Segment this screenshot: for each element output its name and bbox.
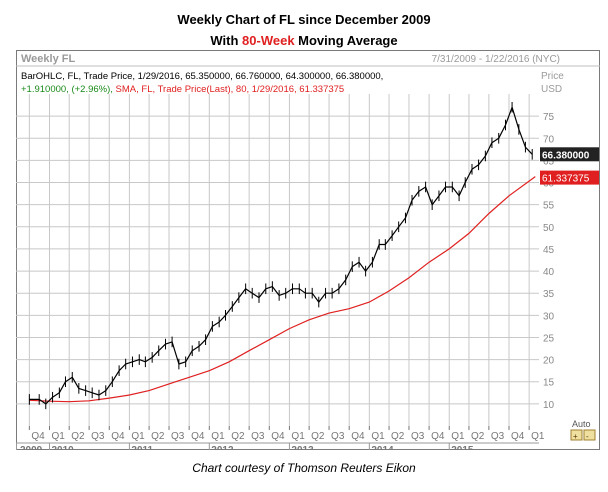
chart-caption: Chart courtesy of Thomson Reuters Eikon [192,461,416,475]
x-tick-label: Q1 [131,431,145,442]
zoom-icon[interactable]: + [570,429,583,441]
y-tick-label: 15 [543,378,555,389]
legend-sma: SMA, FL, Trade Price(Last), 80, 1/29/201… [116,84,345,95]
x-tick-label: Q4 [511,431,525,442]
last-sma-tag [540,170,599,185]
x-tick-label: Q3 [411,431,425,442]
x-tick-label: Q4 [191,431,205,442]
y-axis-unit-label: USD [541,84,562,95]
y-tick-label: 35 [543,289,555,300]
sma-line [29,176,536,403]
legend-price: BarOHLC, FL, Trade Price, 1/29/2016, 65.… [21,71,383,82]
x-tick-label: Q4 [271,431,285,442]
year-label: 2013 [291,445,314,450]
x-tick-label: Q2 [471,431,485,442]
x-tick-label: Q2 [311,431,325,442]
x-tick-label: Q2 [231,431,245,442]
x-tick-label: Q1 [51,431,65,442]
last-sma-value: 61.337375 [542,174,590,185]
last-price-tag [540,147,599,162]
panel-date-range: 7/31/2009 - 1/22/2016 (NYC) [432,54,560,65]
y-tick-label: 75 [543,112,555,123]
x-tick-label: Q2 [391,431,405,442]
subtitle-suffix: Moving Average [294,33,398,48]
y-tick-label: 25 [543,333,555,344]
y-tick-label: 40 [543,267,555,278]
y-tick-label: 30 [543,311,555,322]
y-tick-label: 50 [543,223,555,234]
x-tick-label: Q3 [331,431,345,442]
year-label: 2015 [451,445,474,450]
year-label: 2010 [51,445,74,450]
y-tick-label: 65 [543,156,555,167]
year-label: 2012 [211,445,234,450]
svg-text:+: + [573,432,578,441]
grid [16,94,539,426]
chart-title: Weekly Chart of FL since December 2009 [177,12,431,27]
reset-zoom-icon[interactable]: - [583,429,596,441]
y-axis-ticks: 1015202530354045505560657075 [543,112,555,411]
chart-panel: Weekly FL 7/31/2009 - 1/22/2016 (NYC) Ba… [16,50,600,456]
chart-frame [16,50,600,450]
x-tick-label: Q4 [431,431,445,442]
chart-subtitle: With 80-Week Moving Average [0,33,608,48]
legend-line2: +1.910000, (+2.96%), SMA, FL, Trade Pric… [21,84,344,95]
x-tick-label: Q1 [371,431,385,442]
x-tick-label: Q3 [171,431,185,442]
year-label: 2009 [20,445,43,450]
svg-text:-: - [586,432,589,441]
legend-change: +1.910000, (+2.96%), [21,84,116,95]
x-tick-label: Q2 [71,431,85,442]
last-price-value: 66.380000 [542,150,590,161]
panel-name: Weekly FL [21,53,75,65]
x-tick-label: Q1 [531,431,545,442]
x-tick-label: Q3 [491,431,505,442]
y-tick-label: 70 [543,134,555,145]
value-tags: 66.380000 61.337375 [540,147,599,185]
subtitle-prefix: With [210,33,243,48]
x-tick-label: Q3 [91,431,105,442]
price-line [29,106,533,405]
y-axis-price-label: Price [541,71,564,82]
y-tick-label: 20 [543,356,555,367]
series-layer [28,101,536,410]
year-label: 2011 [131,445,153,450]
x-tick-label: Q3 [251,431,265,442]
y-tick-label: 55 [543,201,555,212]
x-tick-label: Q1 [211,431,225,442]
price-chart: Weekly FL 7/31/2009 - 1/22/2016 (NYC) Ba… [16,50,600,456]
y-tick-label: 45 [543,245,555,256]
subtitle-highlight: 80-Week [242,33,295,48]
x-tick-label: Q4 [31,431,45,442]
y-tick-label: 10 [543,400,555,411]
x-tick-label: Q1 [451,431,465,442]
x-tick-label: Q4 [351,431,365,442]
x-tick-label: Q4 [111,431,125,442]
year-label: 2014 [371,445,394,450]
x-tick-label: Q1 [291,431,305,442]
x-tick-label: Q2 [151,431,165,442]
auto-scale-label[interactable]: Auto [572,419,591,429]
